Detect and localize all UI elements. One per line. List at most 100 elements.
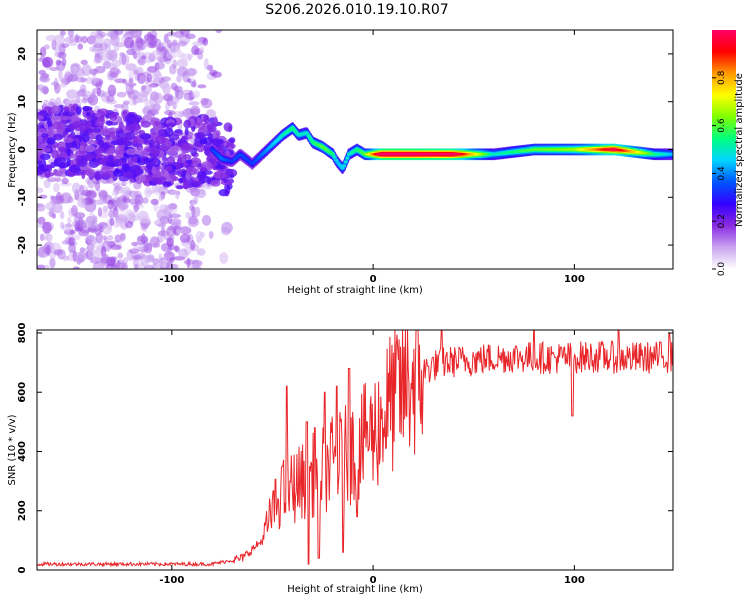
spectrogram-cell <box>132 254 141 261</box>
spectrogram-cell <box>80 59 88 65</box>
spectrogram-cell <box>176 228 183 234</box>
spectrogram-cell <box>46 244 51 256</box>
spectrogram-cell <box>213 139 221 148</box>
spectrogram-cell <box>81 64 92 76</box>
spectrogram-cell <box>109 212 115 221</box>
spectrogram-cell <box>199 46 205 52</box>
spectrogram-cell <box>109 112 118 122</box>
spectrogram-cell <box>128 157 134 166</box>
spectrogram-cell <box>71 182 81 194</box>
spectrogram-cell <box>115 129 125 139</box>
colorbar-gradient <box>712 30 736 269</box>
colorbar-tick-label: 0.6 <box>717 118 727 133</box>
spectrogram-cell <box>146 65 157 73</box>
spectrogram-cell <box>53 249 63 256</box>
snr-y-ticks: 0 200 400 600 800 <box>17 322 673 573</box>
spectrogram-cell <box>89 211 95 222</box>
spectrogram-cell <box>60 221 65 230</box>
spectrogram-cell <box>102 224 112 235</box>
spectrogram-cell <box>175 48 182 54</box>
spectrogram-cell <box>158 193 164 202</box>
spectrogram-cell <box>169 213 182 219</box>
spectrogram-cell <box>218 189 230 197</box>
spectrogram-cell <box>66 148 71 157</box>
spectrogram-cell <box>39 153 51 161</box>
spectrogram-cell <box>37 250 45 257</box>
snr-line <box>36 329 673 568</box>
spectrogram-cell <box>38 194 48 199</box>
spectrogram-cell <box>85 168 95 177</box>
spectrogram-cell <box>37 115 44 120</box>
spectrogram-cell <box>96 87 102 96</box>
spectrogram-cell <box>114 168 120 174</box>
spectrogram-cell <box>128 248 140 254</box>
spectrogram-cell <box>49 257 56 269</box>
spectrogram-cell <box>61 223 73 232</box>
spectrogram-cell <box>102 142 110 151</box>
spectrogram-cell <box>142 114 153 122</box>
spectrogram-cell <box>155 177 163 185</box>
spectrogram-cell <box>152 242 161 248</box>
spectrogram-cell <box>147 170 153 176</box>
spectrogram-cell <box>187 78 192 83</box>
spectrogram-cell <box>176 58 189 68</box>
spectrogram-cell <box>52 122 63 130</box>
spectrogram-cell <box>198 122 206 131</box>
spectrogram-cell <box>72 121 82 128</box>
spectrogram-cell <box>149 131 156 139</box>
spectrogram-cell <box>74 33 79 44</box>
spectrogram-cell <box>121 164 131 173</box>
spectrogram-cell <box>191 262 199 269</box>
spectrogram-cell <box>221 226 232 236</box>
spectrogram-cell <box>114 214 127 225</box>
spectrogram-cell <box>125 209 134 218</box>
spectrogram-cell <box>116 259 121 269</box>
spectrogram-cell <box>173 153 179 159</box>
spectrogram-cell <box>118 53 130 66</box>
spectrogram-cell <box>123 37 135 49</box>
spectrogram-cell <box>80 97 89 104</box>
y-tick-label: -10 <box>17 188 28 206</box>
spectrogram-ridge-cell <box>670 153 673 156</box>
spectrogram-cell <box>128 190 139 198</box>
spectrogram-cell <box>58 83 68 88</box>
spectrogram-x-axis-label: Height of straight line (km) <box>287 285 423 296</box>
figure-title: S206.2026.010.19.10.R07 <box>265 2 448 18</box>
spectrogram-cell <box>131 241 138 246</box>
spectrogram-cell <box>201 214 212 226</box>
spectrogram-cell <box>37 84 46 91</box>
spectrogram-cell <box>99 31 106 38</box>
spectrogram-cell <box>166 237 174 247</box>
y-tick-label: 600 <box>17 382 28 403</box>
spectrogram-cell <box>45 172 55 177</box>
spectrogram-cell <box>167 203 178 210</box>
spectrogram-cell <box>75 77 88 83</box>
spectrogram-cell <box>197 84 207 89</box>
spectrogram-cell <box>142 51 154 64</box>
spectrogram-cell <box>55 59 62 66</box>
spectrogram-cell <box>68 164 81 173</box>
spectrogram-cell <box>189 204 195 212</box>
spectrogram-cell <box>167 122 176 128</box>
spectrogram-cell <box>39 124 45 130</box>
spectrogram-cell <box>210 122 218 128</box>
spectrogram-cell <box>211 71 222 78</box>
y-tick-label: -20 <box>17 236 28 254</box>
spectrogram-cell <box>45 201 56 211</box>
spectrogram-cell <box>142 197 149 204</box>
spectrogram-cell <box>153 120 161 127</box>
spectrogram-cell <box>70 65 78 72</box>
spectrogram-cell <box>107 199 114 210</box>
spectrogram-cell <box>113 185 124 194</box>
spectrogram-cell <box>157 230 170 237</box>
spectrogram-cell <box>161 46 166 52</box>
spectrogram-cell <box>47 126 56 137</box>
spectrogram-cell <box>148 83 159 88</box>
spectrogram-cell <box>177 40 188 47</box>
spectrogram-cell <box>93 41 103 52</box>
spectrogram-cell <box>139 215 151 224</box>
spectrogram-cell <box>116 91 127 98</box>
colorbar-tick-label: 0.2 <box>717 214 727 228</box>
spectrogram-cell <box>207 133 214 141</box>
spectrogram-cell <box>47 177 57 183</box>
